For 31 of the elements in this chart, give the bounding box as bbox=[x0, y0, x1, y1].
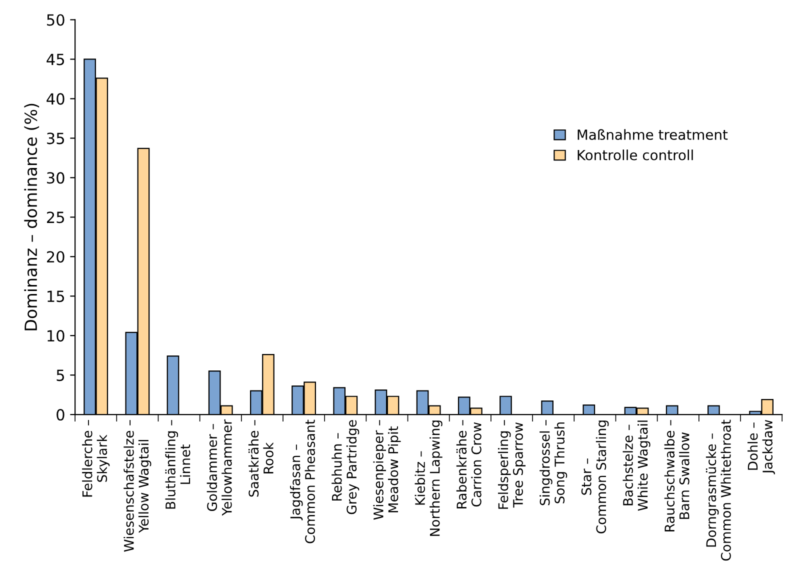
x-tick-label: Jagdfasan – Common Pheasant bbox=[290, 420, 316, 544]
x-tick-label: Kiebitz – Northern Lapwing bbox=[414, 420, 442, 536]
y-tick-label: 20 bbox=[47, 251, 64, 263]
y-tick-label: 25 bbox=[47, 212, 64, 224]
legend-label: Kontrolle controll bbox=[578, 150, 693, 160]
y-tick-label: 40 bbox=[46, 93, 64, 105]
x-tick-label: Dohle – Jackdaw bbox=[748, 420, 775, 474]
legend-label: Maßnahme treatment bbox=[578, 129, 728, 140]
y-tick-label: 30 bbox=[47, 172, 64, 184]
x-tick-label: Singdrossel – Song Thrush bbox=[540, 420, 568, 506]
y-tick-label: 0 bbox=[56, 409, 64, 421]
x-tick-label: Star – Common Starling bbox=[581, 420, 609, 534]
y-tick-label: 50 bbox=[47, 14, 64, 26]
x-tick-label: Rebhuhn – Grey Partridge bbox=[332, 420, 360, 514]
x-tick-label: Bachstelze – White Wagtail bbox=[622, 420, 650, 511]
x-tick-label: Feldlerche – Skylark bbox=[82, 420, 110, 497]
x-tick-label: Wiesenschafstelze – Yellow Wagtail bbox=[124, 420, 152, 552]
y-tick-label: 10 bbox=[48, 330, 64, 342]
y-tick-label: 15 bbox=[48, 290, 64, 302]
x-tick-label: Bluthänfling – Linnet bbox=[165, 420, 190, 509]
x-tick-label: Feldsperling – Tree Sparrow bbox=[498, 420, 526, 509]
x-tick-label: Goldammer – Yellowhammer bbox=[206, 419, 232, 516]
y-tick-label: 5 bbox=[56, 370, 64, 382]
y-tick-label: 45 bbox=[46, 54, 64, 66]
x-tick-label: Rabenkrähe – Carrion Crow bbox=[456, 420, 482, 508]
y-tick-label: 35 bbox=[47, 132, 64, 144]
x-tick-label: Dorngrasmücke – Common Whitethroat bbox=[706, 420, 731, 561]
x-tick-label: Saatkrähe – Rook bbox=[248, 420, 274, 497]
x-tick-label: Rauchschwalbe – Barn Swallow bbox=[664, 420, 690, 532]
y-axis-title: Dominanz – dominance (%) bbox=[24, 104, 40, 330]
x-tick-label: Wiesenpieper – Meadow Pipit bbox=[373, 420, 401, 520]
